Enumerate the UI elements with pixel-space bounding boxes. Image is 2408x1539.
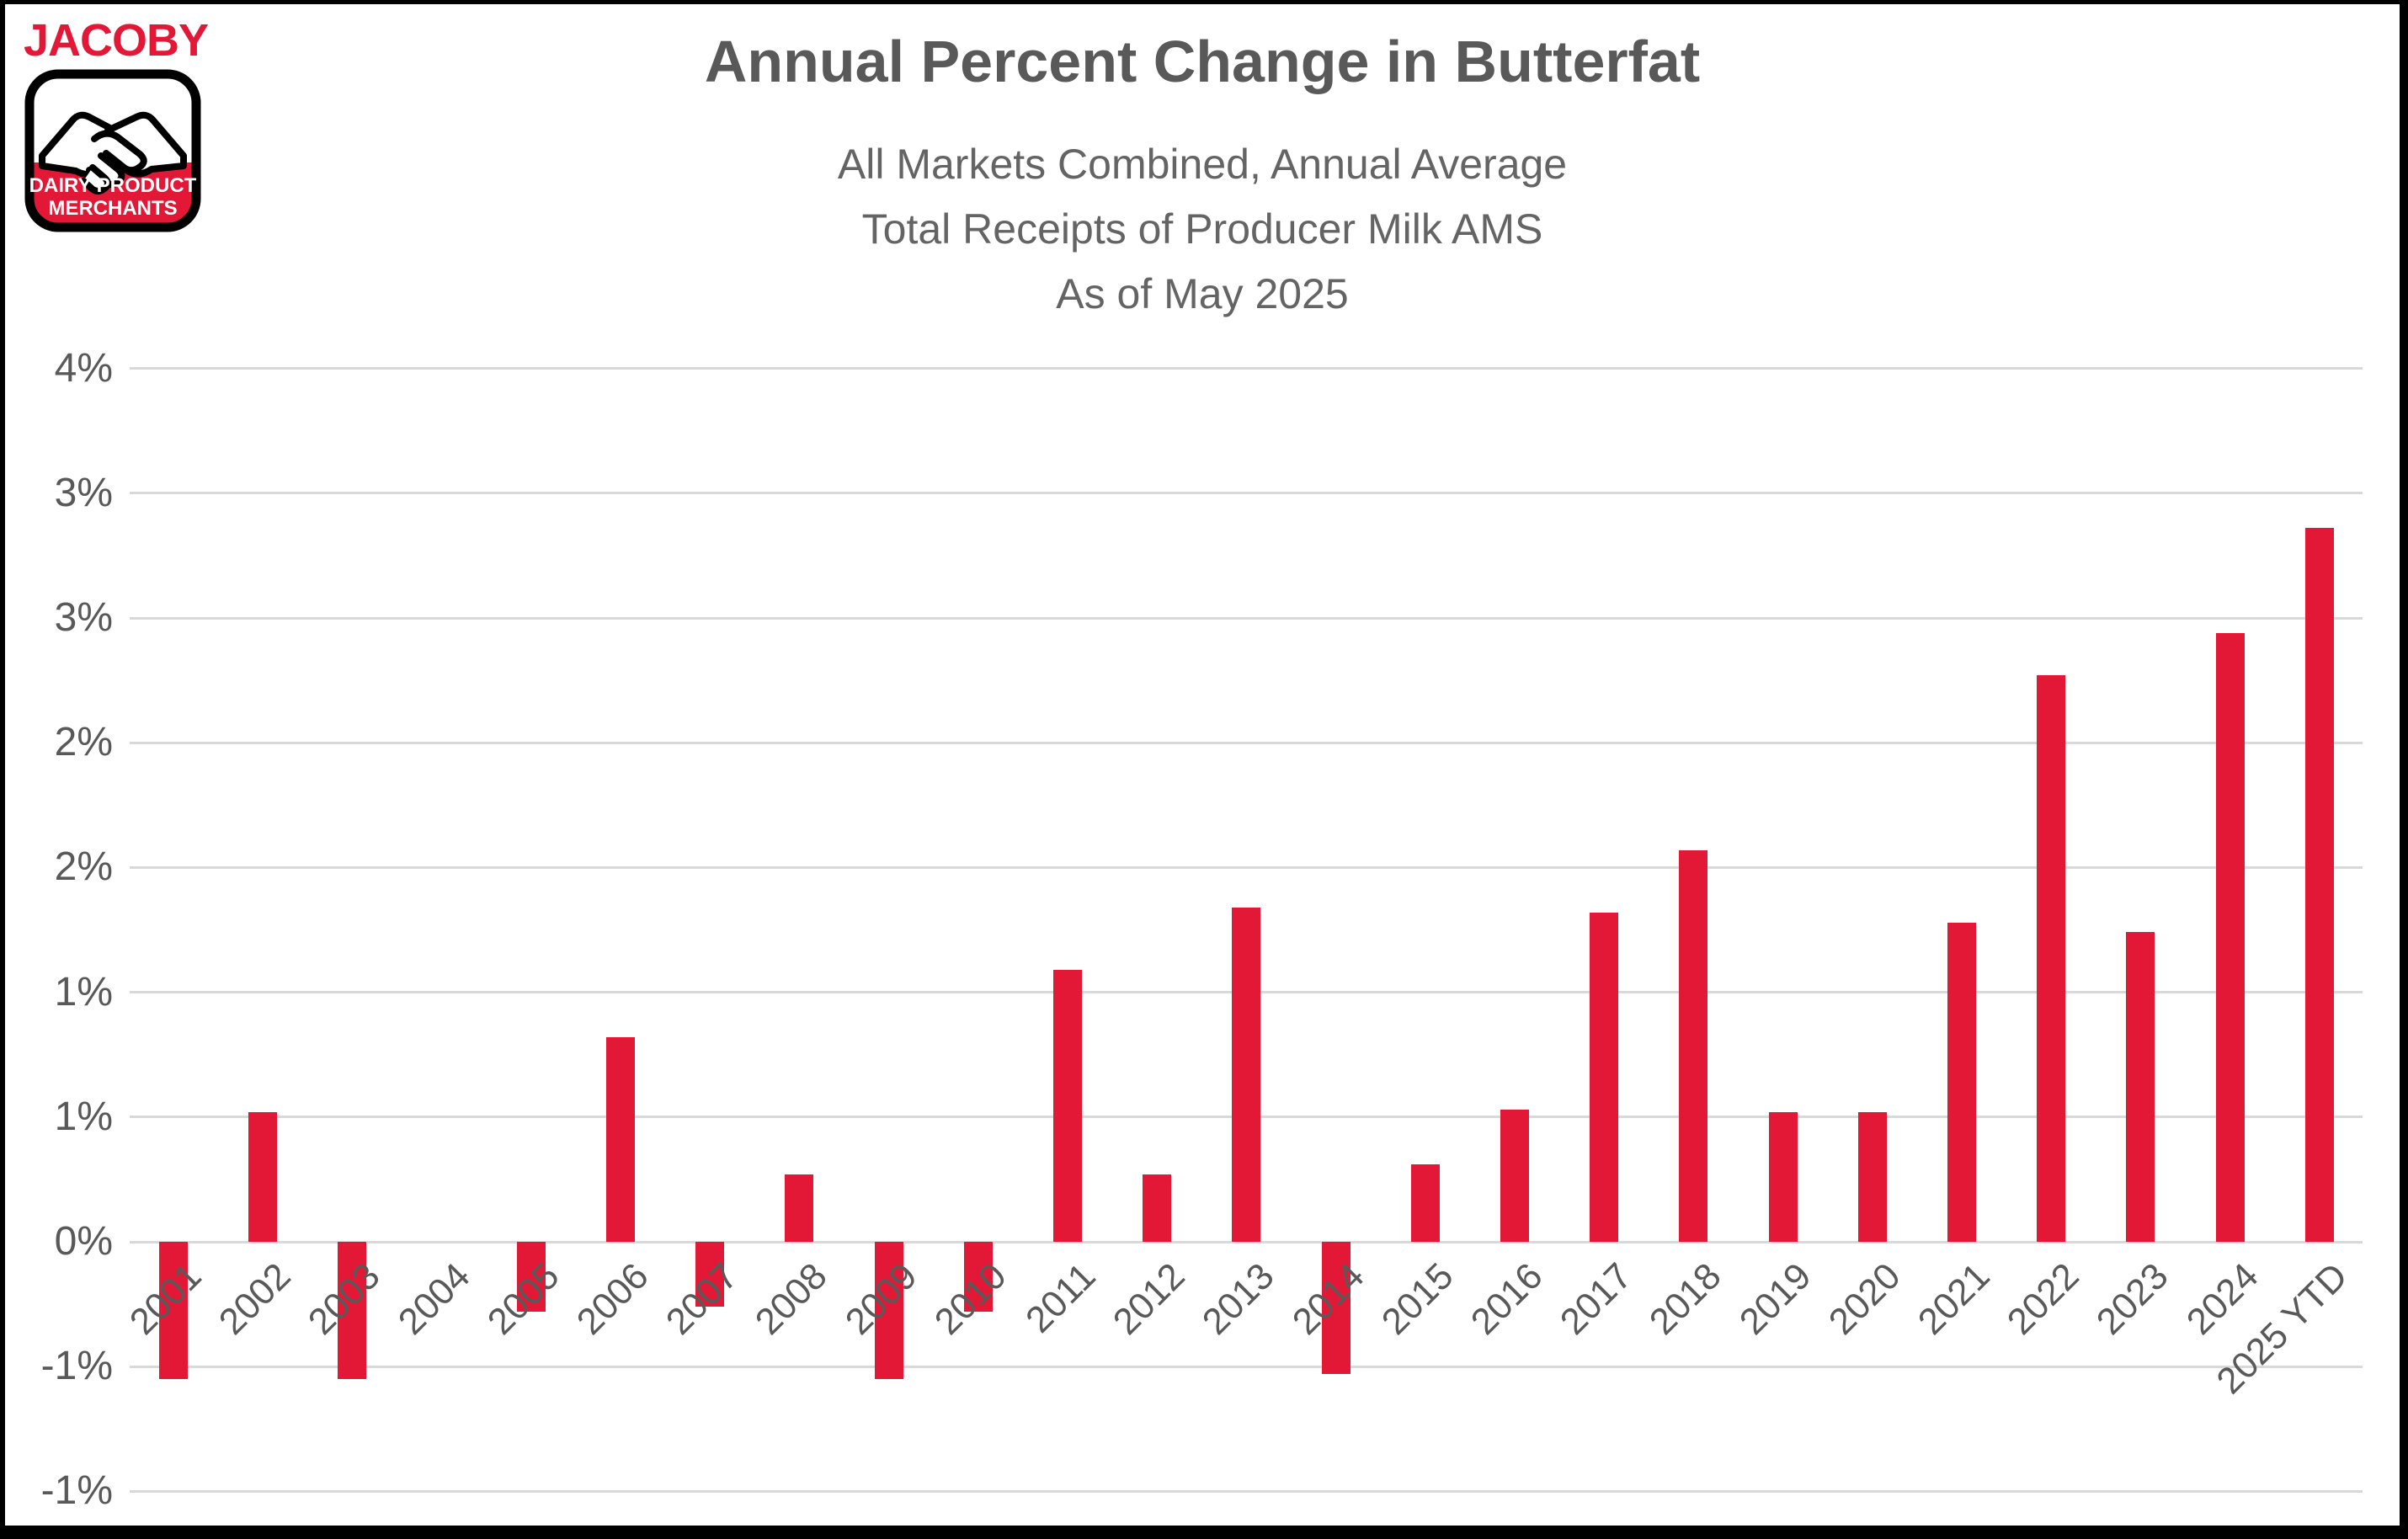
bar-2003 <box>338 1242 367 1380</box>
x-axis-label-2020: 2020 <box>1820 1255 1909 1343</box>
bar-2015 <box>1410 1164 1440 1242</box>
handshake-icon <box>24 69 201 232</box>
badge-line2: MERCHANTS <box>48 197 178 220</box>
gridline-4pct <box>130 367 2363 370</box>
y-axis-tick-label: -1% <box>40 1468 113 1514</box>
y-axis-tick-label: -1% <box>40 1344 113 1389</box>
gridline-3pct <box>130 492 2363 495</box>
bar-2013 <box>1232 907 1261 1242</box>
bar-2014 <box>1321 1242 1351 1375</box>
y-axis-tick-label: 4% <box>54 345 113 391</box>
bar-2009 <box>874 1242 903 1380</box>
bar-2023 <box>2126 932 2155 1242</box>
bar-2019 <box>1768 1111 1798 1242</box>
x-axis-label-2017: 2017 <box>1552 1255 1640 1343</box>
x-axis-label-2013: 2013 <box>1195 1255 1283 1343</box>
x-axis-label-2022: 2022 <box>1999 1255 2087 1343</box>
x-axis-label-2011: 2011 <box>1018 1255 1104 1341</box>
bar-2001 <box>159 1242 188 1380</box>
gridline-3pct <box>130 616 2363 620</box>
x-axis-label-2016: 2016 <box>1462 1255 1551 1343</box>
chart-subtitle-line-2: Total Receipts of Producer Milk AMS <box>861 205 1543 253</box>
chart-subtitle-line-3: As of May 2025 <box>1056 270 1349 317</box>
bar-2007 <box>695 1242 725 1307</box>
bar-2016 <box>1500 1109 1529 1242</box>
x-axis-label-2015: 2015 <box>1373 1255 1462 1343</box>
x-axis-label-2019: 2019 <box>1731 1255 1819 1343</box>
x-axis-label-2004: 2004 <box>390 1255 478 1343</box>
chart-subtitle-line-1: All Markets Combined, Annual Average <box>837 141 1568 188</box>
bar-2017 <box>1590 912 1619 1242</box>
chart-title: Annual Percent Change in Butterfat <box>704 29 1701 94</box>
x-axis-label-2008: 2008 <box>748 1255 836 1343</box>
x-axis-label-2018: 2018 <box>1642 1255 1730 1343</box>
y-axis-tick-label: 1% <box>54 1094 113 1139</box>
gridline-2pct <box>130 865 2363 869</box>
bar-2021 <box>1947 922 1976 1242</box>
y-axis-tick-label: 1% <box>54 969 113 1014</box>
bar-2018 <box>1679 849 1708 1242</box>
x-axis-label-2012: 2012 <box>1105 1255 1193 1343</box>
x-axis-label-2002: 2002 <box>210 1255 299 1343</box>
y-axis-tick-label: 2% <box>54 844 113 890</box>
x-axis-label-2007: 2007 <box>658 1255 746 1343</box>
y-axis-tick-label: 0% <box>54 1219 113 1264</box>
gridline-neg1pct <box>130 1365 2363 1368</box>
badge-line1: DAIRY PRODUCT <box>29 174 197 197</box>
bar-2025-YTD <box>2304 528 2334 1242</box>
jacoby-logo: JACOBY DAIRY PRODUCT MERCHANTS <box>24 14 217 233</box>
handshake-badge: DAIRY PRODUCT MERCHANTS <box>24 68 202 233</box>
x-axis-label-2023: 2023 <box>2089 1255 2177 1343</box>
chart-subtitle: All Markets Combined, Annual Average Tota… <box>5 132 2400 327</box>
y-axis-tick-label: 3% <box>54 595 113 640</box>
bar-2008 <box>785 1174 814 1242</box>
jacoby-brand-text: JACOBY <box>24 15 209 66</box>
gridline-0pct <box>130 1240 2363 1243</box>
y-axis-tick-label: 2% <box>54 720 113 765</box>
bar-2022 <box>2037 675 2066 1242</box>
y-axis-tick-label: 3% <box>54 470 113 515</box>
gridline-2pct <box>130 741 2363 744</box>
bar-chart-plot-area: 4% 3% 3% 2% 2% 1% 1% 0% -1% -1% 2001 2002 2003 2004 20… <box>5 4 2400 1526</box>
x-axis-label-2010: 2010 <box>926 1255 1015 1343</box>
gridline-neg1pct <box>130 1489 2363 1493</box>
bar-2024 <box>2215 632 2245 1242</box>
x-axis-label-2006: 2006 <box>568 1255 657 1343</box>
x-axis-label-2021: 2021 <box>1910 1255 1998 1343</box>
bar-2002 <box>248 1111 278 1242</box>
bar-2006 <box>606 1036 635 1242</box>
bar-2005 <box>516 1242 546 1312</box>
x-axis-label-2005: 2005 <box>479 1255 567 1343</box>
bar-2010 <box>963 1242 993 1312</box>
bar-2011 <box>1053 969 1082 1242</box>
bar-2020 <box>1857 1111 1887 1242</box>
bar-2012 <box>1143 1174 1172 1242</box>
